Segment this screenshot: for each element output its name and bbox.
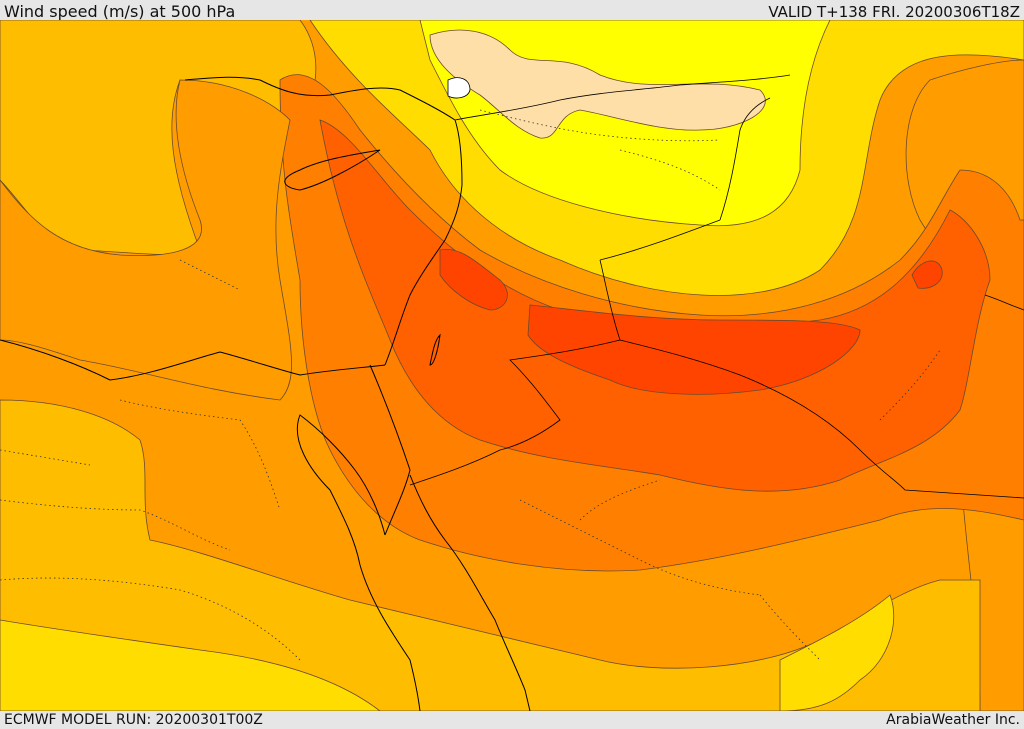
credit: ArabiaWeather Inc. [886,712,1020,728]
band-peach [429,29,766,139]
band-max-core [527,304,861,395]
chart-title: Wind speed (m/s) at 500 hPa [4,2,236,21]
valid-time: VALID T+138 FRI. 20200306T18Z [768,3,1020,21]
footer-bar: ECMWF MODEL RUN: 20200301T00Z ArabiaWeat… [0,711,1024,729]
band-orange-med [0,79,292,401]
band-gold-south-east [779,594,895,711]
band-white-patch [447,77,471,99]
wind-map [0,20,1024,711]
coastlines [0,76,531,711]
band-gold-south-west [0,619,381,711]
band-max-blob-west [439,248,508,311]
model-run: ECMWF MODEL RUN: 20200301T00Z [4,712,263,728]
band-max-blob-east [911,260,943,289]
header-bar: Wind speed (m/s) at 500 hPa VALID T+138 … [0,0,1024,21]
internal-borders [0,109,941,661]
borders [409,74,1024,499]
